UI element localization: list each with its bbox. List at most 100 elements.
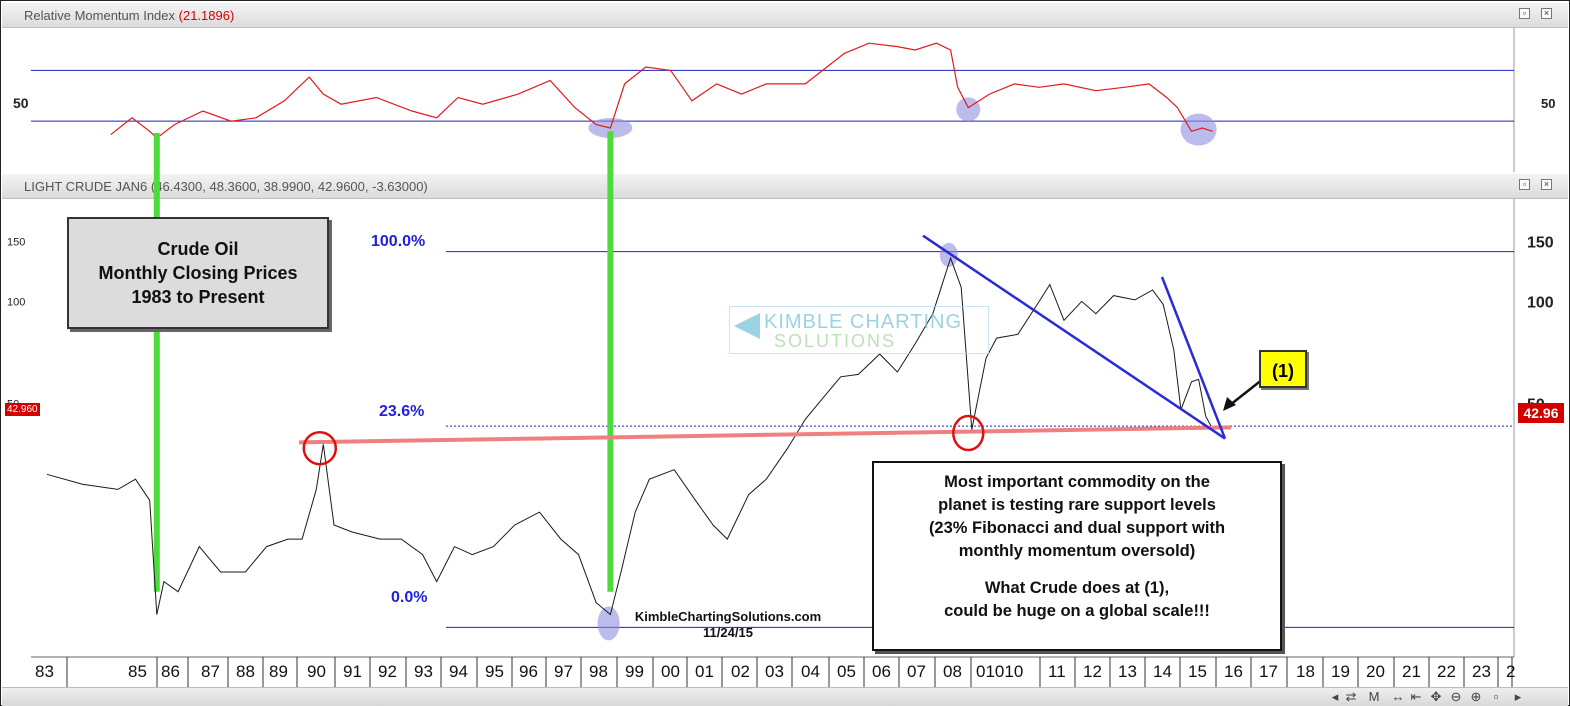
- x-tick-label: 06: [872, 662, 891, 681]
- x-tick-label: 92: [378, 662, 397, 681]
- commentary-box: Most important commodity on the planet i…: [872, 461, 1282, 651]
- restore-icon[interactable]: ▫: [1519, 179, 1530, 190]
- x-tick-label: 90: [307, 662, 326, 681]
- watermark-line-1: KIMBLE CHARTING: [764, 311, 962, 333]
- green-bar-1986: [153, 133, 160, 592]
- x-tick-label: 00: [661, 662, 680, 681]
- x-tick-label: 01010: [976, 662, 1023, 681]
- fib-0-label: 0.0%: [391, 589, 428, 606]
- title-line-1: Crude Oil: [157, 239, 239, 259]
- x-tick-label: 2: [1506, 662, 1515, 681]
- x-tick-label: 86: [161, 662, 180, 681]
- pan-icon[interactable]: ✥: [1430, 689, 1442, 704]
- x-tick-label: 23: [1472, 662, 1491, 681]
- close-icon[interactable]: ×: [1541, 8, 1552, 19]
- ohlc-values: (46.4300, 48.3600, 38.9900, 42.9600, -3.…: [150, 179, 428, 194]
- commentary-spacer: [874, 563, 1280, 577]
- price-ytick-right: 150: [1527, 234, 1554, 251]
- x-tick-label: 95: [485, 662, 504, 681]
- x-tick-label: 18: [1296, 662, 1315, 681]
- support-line: [298, 425, 1232, 445]
- scroll-right-icon[interactable]: ▸: [1514, 689, 1522, 704]
- x-tick-label: 85: [128, 662, 147, 681]
- x-tick-label: 96: [519, 662, 538, 681]
- x-tick-label: 04: [801, 662, 820, 681]
- title-line-2: Monthly Closing Prices: [98, 263, 298, 283]
- trend-line-long: [922, 234, 1226, 440]
- price-panel-title: LIGHT CRUDE JAN6 (46.4300, 48.3600, 38.9…: [24, 179, 428, 194]
- last-price-tag-right: 42.96: [1518, 403, 1564, 423]
- bottom-toolbar: ◂ ⇄ M ↔ ⇤ ✥ ⊖ ⊕ ▫ ▸: [2, 687, 1568, 706]
- circle-2009: [952, 414, 985, 452]
- compress-icon[interactable]: ⇤: [1410, 689, 1422, 704]
- x-tick-label: 03: [765, 662, 784, 681]
- x-tick-label: 83: [35, 662, 54, 681]
- x-tick-label: 05: [837, 662, 856, 681]
- x-tick-label: 15: [1188, 662, 1207, 681]
- x-tick-label: 20: [1366, 662, 1385, 681]
- rmi-oversold-highlight: [956, 97, 981, 122]
- trend-line-short: [1160, 276, 1227, 440]
- price-ytick-left: 100: [7, 296, 25, 308]
- price-ytick-right: 100: [1527, 294, 1554, 311]
- source-date: 11/24/15: [703, 625, 753, 640]
- rmi-panel-header: Relative Momentum Index (21.1896) ▫ ×: [2, 3, 1568, 28]
- settings-icon[interactable]: ▫: [1493, 689, 1499, 704]
- scroll-left-icon[interactable]: ◂: [1331, 689, 1339, 704]
- green-bar-1998: [607, 131, 614, 592]
- price-series-line: [46, 256, 1214, 616]
- watermark-line-2: SOLUTIONS: [774, 331, 897, 351]
- rmi-series-line: [110, 42, 1213, 139]
- commentary-line-1: Most important commodity on the: [944, 473, 1210, 491]
- x-tick-label: 87: [201, 662, 220, 681]
- rmi-plot-area: [31, 28, 1514, 172]
- expand-icon[interactable]: ↔: [1391, 689, 1405, 704]
- x-tick-label: 99: [625, 662, 644, 681]
- price-low-highlight: [597, 606, 620, 641]
- rmi-panel-title: Relative Momentum Index (21.1896): [24, 8, 234, 23]
- sync-icon[interactable]: ⇄: [1345, 689, 1357, 704]
- fib-100-label: 100.0%: [371, 233, 426, 250]
- price-panel: 1501501001005050: [7, 131, 1554, 657]
- source-url: KimbleChartingSolutions.com: [634, 609, 822, 624]
- close-icon[interactable]: ×: [1541, 179, 1552, 190]
- rmi-panel: 50 50: [13, 28, 1555, 172]
- x-tick-label: 13: [1118, 662, 1137, 681]
- watermark-logo-icon: [734, 313, 760, 339]
- rmi-title-text: Relative Momentum Index: [24, 8, 176, 23]
- commentary-line-7: could be huge on a global scale!!!: [944, 602, 1210, 620]
- x-tick-label: 93: [414, 662, 433, 681]
- rmi-ytick-right: 50: [1541, 96, 1555, 111]
- last-price-tag-left: 42.960: [5, 403, 40, 416]
- marker-arrow-head: [1223, 397, 1236, 411]
- commentary-line-6: What Crude does at (1),: [984, 579, 1170, 597]
- price-ytick-left: 150: [7, 236, 25, 248]
- fib-236-label: 23.6%: [379, 403, 425, 420]
- monthly-period-icon[interactable]: M: [1368, 689, 1380, 704]
- marker-1-label: (1): [1259, 350, 1307, 388]
- x-tick-label: 19: [1331, 662, 1350, 681]
- rmi-ytick-left: 50: [13, 95, 29, 111]
- title-box: Crude Oil Monthly Closing Prices 1983 to…: [67, 217, 329, 329]
- x-tick-label: 01: [695, 662, 714, 681]
- restore-icon[interactable]: ▫: [1519, 8, 1530, 19]
- x-tick-label: 12: [1083, 662, 1102, 681]
- x-tick-label: 89: [269, 662, 288, 681]
- title-line-3: 1983 to Present: [131, 287, 265, 307]
- marker-arrow-shaft: [1229, 378, 1264, 406]
- x-tick-label: 88: [236, 662, 255, 681]
- x-tick-label: 94: [449, 662, 468, 681]
- zoom-out-icon[interactable]: ⊖: [1450, 689, 1462, 704]
- x-tick-label: 11: [1048, 662, 1066, 681]
- x-tick-label: 22: [1437, 662, 1456, 681]
- price-panel-header: LIGHT CRUDE JAN6 (46.4300, 48.3600, 38.9…: [2, 174, 1568, 199]
- rmi-value: (21.1896): [178, 8, 235, 23]
- x-tick-label: 17: [1259, 662, 1278, 681]
- x-tick-label: 21: [1402, 662, 1421, 681]
- x-tick-label: 02: [731, 662, 750, 681]
- zoom-in-icon[interactable]: ⊕: [1470, 689, 1482, 704]
- x-axis: 83 85 86 87 88 89 90 91 92 93 94 95 96 97 98 99 00 01 02 03…: [2, 656, 1568, 687]
- x-tick-label: 98: [589, 662, 608, 681]
- x-tick-label: 91: [343, 662, 362, 681]
- x-tick-label: 07: [907, 662, 926, 681]
